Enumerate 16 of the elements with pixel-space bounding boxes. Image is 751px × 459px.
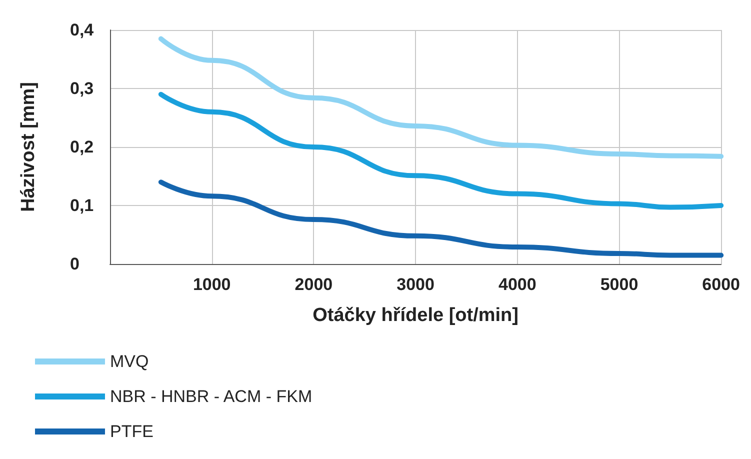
y-tick-label: 0,3 bbox=[70, 79, 94, 98]
y-tick-label: 0,1 bbox=[70, 196, 94, 215]
x-tick-label: 3000 bbox=[396, 275, 434, 294]
legend-label: NBR - HNBR - ACM - FKM bbox=[110, 387, 312, 406]
legend-label: MVQ bbox=[110, 352, 149, 371]
x-tick-label: 6000 bbox=[702, 275, 740, 294]
x-tick-label: 1000 bbox=[192, 275, 231, 294]
x-axis-title: Otáčky hřídele [ot/min] bbox=[312, 305, 518, 326]
y-tick-label: 0,4 bbox=[70, 20, 94, 40]
y-tick-label: 0 bbox=[70, 254, 80, 274]
legend-label: PTFE bbox=[110, 422, 154, 441]
x-tick-label: 2000 bbox=[294, 275, 333, 294]
x-tick-label: 5000 bbox=[600, 275, 638, 294]
x-tick-label: 4000 bbox=[498, 275, 536, 294]
y-tick-label: 0,2 bbox=[70, 138, 94, 156]
y-axis-title: Házivost [mm] bbox=[18, 82, 39, 212]
